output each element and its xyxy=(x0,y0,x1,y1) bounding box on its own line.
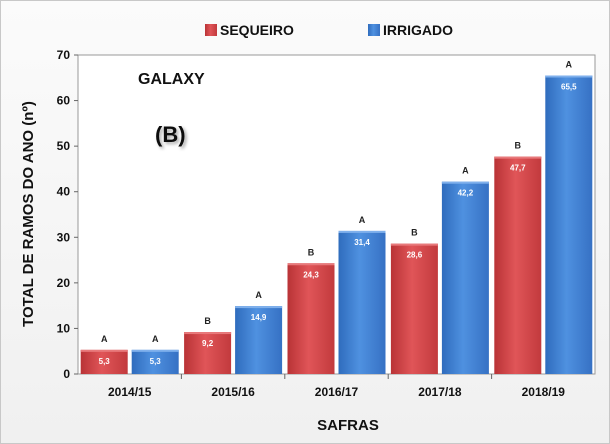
bar-value-label: 31,4 xyxy=(354,238,370,247)
bar-sequeiro xyxy=(80,349,128,374)
significance-letter: A xyxy=(152,334,159,344)
y-axis-title: TOTAL DE RAMOS DO ANO (nº) xyxy=(20,101,37,327)
bar-highlight xyxy=(545,75,593,78)
x-axis-title: SAFRAS xyxy=(317,417,379,434)
legend-swatch-irrigado xyxy=(368,24,380,36)
bar-highlight xyxy=(338,230,386,233)
significance-letter: A xyxy=(101,334,108,344)
y-tick-label: 0 xyxy=(63,367,70,381)
bar-value-label: 28,6 xyxy=(407,251,423,260)
plot-title: GALAXY xyxy=(138,71,205,88)
x-category-label: 2014/15 xyxy=(108,385,152,399)
y-tick-label: 70 xyxy=(57,48,71,62)
significance-letter: A xyxy=(462,166,469,176)
bar-irrigado xyxy=(131,349,179,374)
significance-letter: B xyxy=(204,316,211,326)
bar-highlight xyxy=(131,349,179,352)
bar-value-label: 5,3 xyxy=(99,357,111,366)
bar-sequeiro xyxy=(494,156,542,374)
bar-highlight xyxy=(441,181,489,184)
y-axis: 0 10 20 30 40 50 60 70 xyxy=(57,48,78,381)
significance-letter: A xyxy=(359,215,366,225)
bar-irrigado xyxy=(338,230,386,374)
bars: 5,3 A 5,3 A 9,2 B 14,9 A 24,3 B 31,4 A 28,6 B 42,2 A 47,… xyxy=(80,60,593,374)
bar-value-label: 47,7 xyxy=(510,164,526,173)
bar-value-label: 14,9 xyxy=(251,313,267,322)
x-axis: 2014/15 2015/16 2016/17 2017/18 2018/19 xyxy=(108,374,565,399)
bar-highlight xyxy=(235,306,283,309)
bar-irrigado xyxy=(441,181,489,374)
bar-value-label: 65,5 xyxy=(561,83,577,92)
significance-letter: B xyxy=(411,228,418,238)
bar-value-label: 42,2 xyxy=(458,189,474,198)
significance-letter: B xyxy=(308,247,315,257)
y-tick-label: 60 xyxy=(57,94,71,108)
bar-sequeiro xyxy=(184,332,232,374)
bar-value-label: 9,2 xyxy=(202,339,214,348)
bar-irrigado xyxy=(235,306,283,374)
bar-highlight xyxy=(80,349,128,352)
x-category-label: 2015/16 xyxy=(211,385,255,399)
bar-highlight xyxy=(184,332,232,335)
bar-highlight xyxy=(494,156,542,159)
bar-sequeiro xyxy=(390,243,438,374)
panel-tag: (B) xyxy=(155,122,186,147)
bar-highlight xyxy=(390,243,438,246)
legend-swatch-sequeiro xyxy=(205,24,217,36)
bar-irrigado xyxy=(545,75,593,374)
y-tick-label: 30 xyxy=(57,230,71,244)
bar-sequeiro xyxy=(287,263,335,374)
y-tick-label: 20 xyxy=(57,276,71,290)
significance-letter: B xyxy=(515,141,522,151)
x-category-label: 2017/18 xyxy=(418,385,462,399)
x-category-label: 2016/17 xyxy=(315,385,359,399)
bar-value-label: 24,3 xyxy=(303,270,319,279)
legend-label-sequeiro: SEQUEIRO xyxy=(220,22,294,38)
significance-letter: A xyxy=(566,60,573,70)
legend: SEQUEIRO IRRIGADO xyxy=(205,22,453,38)
y-tick-label: 40 xyxy=(57,185,71,199)
x-category-label: 2018/19 xyxy=(522,385,566,399)
legend-label-irrigado: IRRIGADO xyxy=(383,22,453,38)
y-tick-label: 10 xyxy=(57,321,71,335)
y-tick-label: 50 xyxy=(57,139,71,153)
bar-highlight xyxy=(287,263,335,266)
significance-letter: A xyxy=(255,290,262,300)
bar-value-label: 5,3 xyxy=(150,357,162,366)
